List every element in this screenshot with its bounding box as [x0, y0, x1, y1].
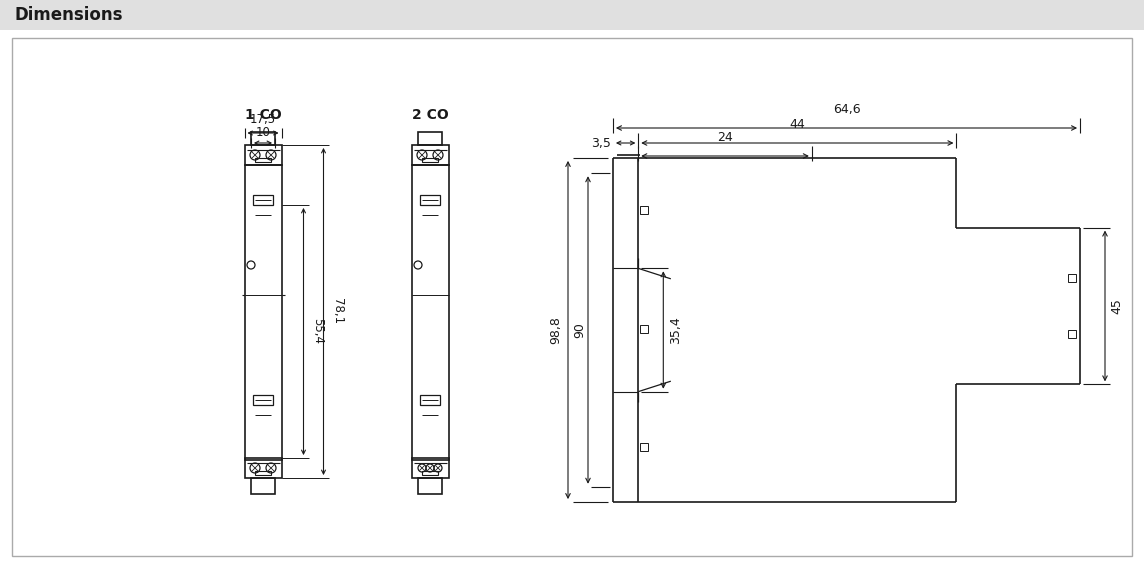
Bar — [245, 145, 281, 165]
Text: Dimensions: Dimensions — [14, 6, 122, 24]
Bar — [418, 132, 442, 145]
Text: 3,5: 3,5 — [591, 137, 611, 149]
Bar — [420, 395, 440, 405]
Bar — [245, 458, 281, 478]
Bar — [420, 195, 440, 205]
Bar — [422, 471, 438, 475]
Text: 44: 44 — [789, 118, 805, 131]
Text: 55,4: 55,4 — [311, 319, 324, 345]
Bar — [641, 206, 649, 214]
Text: 10: 10 — [255, 125, 270, 138]
Bar — [245, 165, 281, 460]
Text: 35,4: 35,4 — [669, 316, 682, 344]
Bar — [418, 478, 442, 494]
Bar — [255, 471, 271, 475]
Bar — [251, 132, 275, 145]
Text: 24: 24 — [717, 131, 733, 144]
Text: 2 CO: 2 CO — [412, 108, 448, 122]
Bar — [11, 38, 1133, 556]
Bar — [412, 165, 448, 460]
Bar — [412, 145, 448, 165]
Text: 78,1: 78,1 — [331, 298, 344, 325]
Bar — [412, 458, 448, 478]
Bar — [1068, 330, 1077, 338]
Bar — [0, 0, 1144, 30]
Text: 1 CO: 1 CO — [245, 108, 281, 122]
Text: 90: 90 — [573, 322, 587, 338]
Bar — [253, 395, 273, 405]
Text: 64,6: 64,6 — [833, 103, 860, 116]
Bar — [251, 478, 275, 494]
Bar — [1068, 274, 1077, 282]
Bar — [255, 158, 271, 162]
Bar — [641, 443, 649, 451]
Bar — [253, 195, 273, 205]
Bar — [641, 325, 649, 333]
Text: 98,8: 98,8 — [549, 316, 563, 344]
Bar — [422, 158, 438, 162]
Text: 45: 45 — [1111, 298, 1123, 314]
Text: 17,5: 17,5 — [249, 114, 276, 127]
